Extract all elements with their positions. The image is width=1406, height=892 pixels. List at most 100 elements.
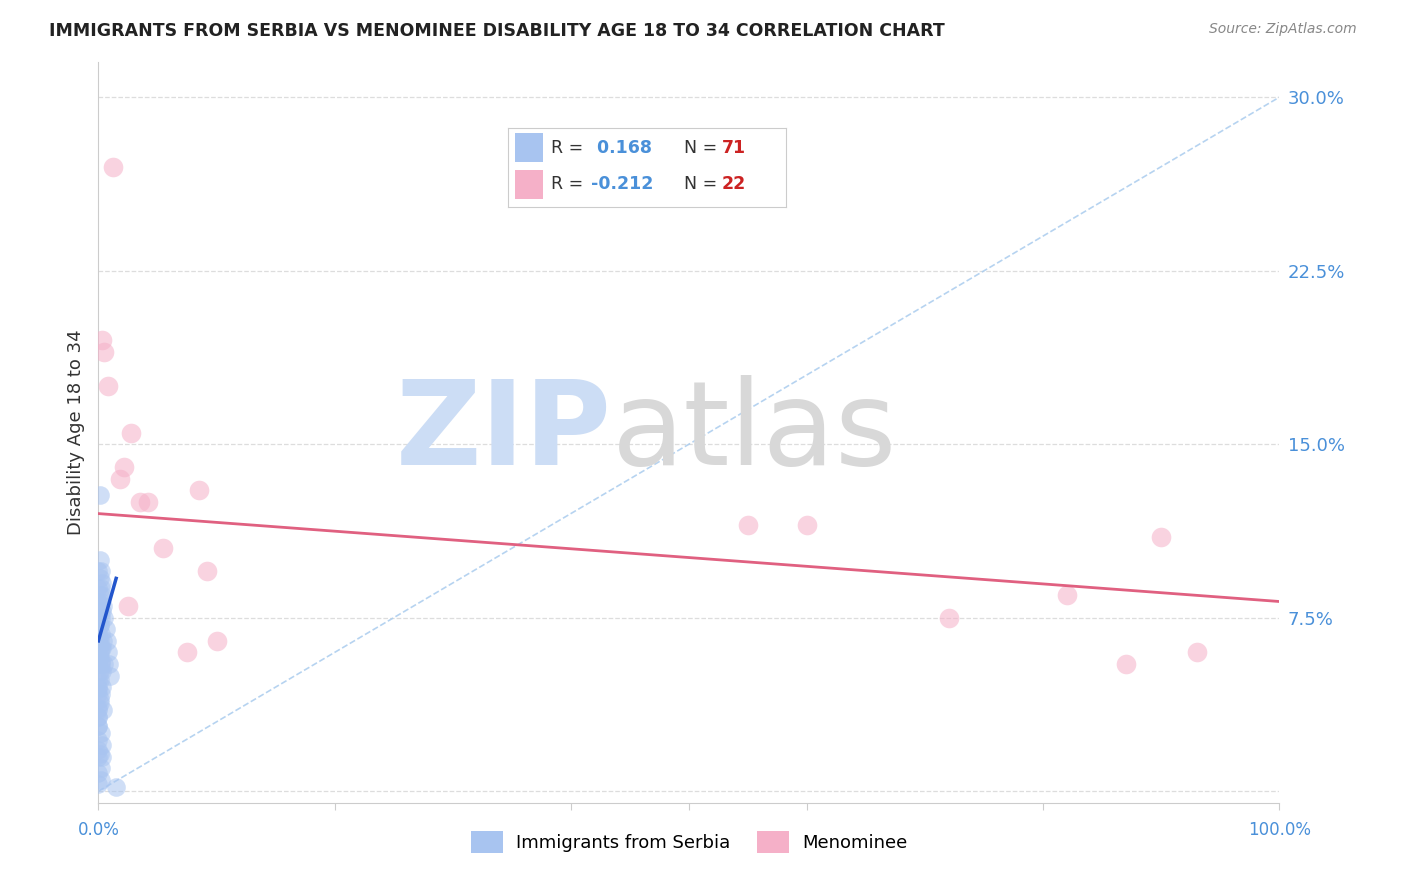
Point: [97, 379, 120, 393]
Point: [87, 611, 110, 625]
Point: [87, 765, 110, 780]
Point: [89, 747, 111, 762]
Text: 0.168: 0.168: [592, 139, 652, 157]
Point: [87, 657, 110, 671]
Point: [176, 645, 198, 659]
Point: [91, 576, 114, 591]
Point: [187, 483, 209, 498]
Point: [796, 518, 818, 533]
Point: [87, 650, 110, 665]
Y-axis label: Disability Age 18 to 34: Disability Age 18 to 34: [66, 330, 84, 535]
Point: [93, 611, 115, 625]
Point: [90, 761, 112, 775]
Point: [90, 657, 112, 671]
Point: [94, 622, 117, 636]
Point: [87, 742, 110, 756]
Point: [87, 680, 110, 694]
Point: [87, 565, 110, 579]
Point: [91, 633, 114, 648]
Legend: Immigrants from Serbia, Menominee: Immigrants from Serbia, Menominee: [464, 824, 914, 861]
Text: R =: R =: [551, 175, 589, 194]
Text: 0.0%: 0.0%: [77, 822, 120, 839]
Point: [91, 680, 114, 694]
Point: [152, 541, 174, 556]
Point: [105, 780, 128, 794]
Point: [87, 636, 110, 650]
Point: [89, 488, 111, 502]
Point: [91, 749, 114, 764]
Point: [87, 719, 110, 733]
Bar: [515, 133, 543, 162]
Point: [87, 777, 110, 791]
Text: N =: N =: [673, 139, 723, 157]
Point: [90, 627, 112, 641]
Point: [91, 703, 114, 717]
Point: [91, 604, 114, 618]
Point: [87, 710, 110, 724]
Point: [87, 682, 110, 697]
Point: [91, 664, 114, 678]
Point: [117, 599, 139, 614]
Point: [90, 655, 112, 669]
Text: 71: 71: [723, 139, 747, 157]
Point: [90, 640, 112, 655]
Point: [89, 696, 111, 710]
Point: [91, 333, 114, 347]
Point: [97, 645, 120, 659]
Point: [112, 460, 135, 475]
Point: [93, 657, 115, 671]
Point: [87, 673, 110, 688]
Point: [90, 687, 112, 701]
Point: [1115, 657, 1137, 671]
Point: [87, 627, 110, 641]
Point: [90, 772, 112, 787]
Point: [108, 472, 131, 486]
Point: [90, 594, 112, 608]
Text: R =: R =: [551, 139, 589, 157]
Point: [128, 495, 150, 509]
Point: [89, 691, 111, 706]
Point: [89, 673, 111, 688]
Point: [89, 645, 111, 659]
Point: [87, 581, 110, 595]
Point: [87, 687, 110, 701]
Text: -0.212: -0.212: [592, 175, 654, 194]
Point: [89, 617, 111, 632]
Point: [1185, 645, 1208, 659]
Point: [89, 633, 111, 648]
Point: [87, 640, 110, 655]
Point: [91, 599, 114, 614]
Point: [98, 668, 121, 682]
Point: [101, 160, 124, 174]
Point: [87, 594, 110, 608]
Point: [1150, 530, 1173, 544]
Point: [89, 617, 111, 632]
Point: [87, 749, 110, 764]
Point: [90, 726, 112, 740]
Point: [91, 640, 114, 655]
Point: [1056, 588, 1078, 602]
Point: [87, 733, 110, 747]
Text: IMMIGRANTS FROM SERBIA VS MENOMINEE DISABILITY AGE 18 TO 34 CORRELATION CHART: IMMIGRANTS FROM SERBIA VS MENOMINEE DISA…: [49, 22, 945, 40]
Text: atlas: atlas: [612, 376, 897, 490]
Point: [91, 738, 114, 752]
Point: [89, 571, 111, 585]
Point: [89, 664, 111, 678]
Text: N =: N =: [673, 175, 723, 194]
Point: [89, 650, 111, 665]
Point: [91, 588, 114, 602]
Point: [938, 611, 960, 625]
Point: [87, 719, 110, 733]
Point: [87, 710, 110, 724]
Text: Source: ZipAtlas.com: Source: ZipAtlas.com: [1209, 22, 1357, 37]
Point: [121, 425, 143, 440]
Point: [195, 565, 218, 579]
Point: [737, 518, 759, 533]
Point: [89, 604, 111, 618]
Point: [98, 657, 121, 671]
Point: [89, 553, 111, 567]
Point: [90, 581, 112, 595]
Point: [89, 588, 111, 602]
Point: [87, 633, 110, 648]
Point: [87, 703, 110, 717]
